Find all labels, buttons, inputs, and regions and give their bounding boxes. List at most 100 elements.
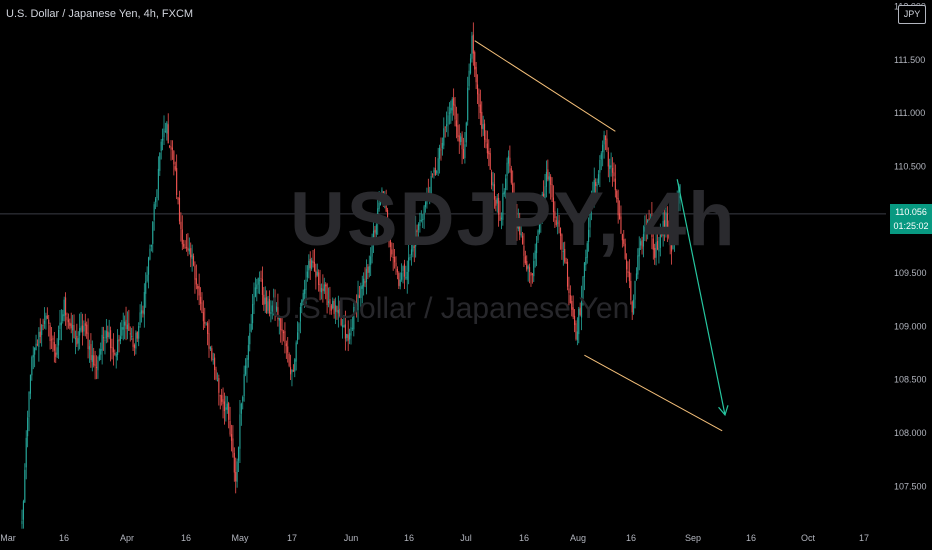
candle-body xyxy=(424,202,427,207)
candle xyxy=(198,273,200,306)
candle-body xyxy=(188,248,190,252)
candle-body xyxy=(278,315,280,321)
candle xyxy=(363,272,365,296)
candle xyxy=(488,139,490,167)
candle xyxy=(256,278,258,302)
candle xyxy=(259,271,261,295)
candle xyxy=(548,172,550,194)
candle xyxy=(316,263,318,277)
candle-body xyxy=(656,240,659,250)
candle-body xyxy=(169,145,171,147)
candle-body xyxy=(86,324,88,334)
candle xyxy=(396,266,398,280)
candle-body xyxy=(21,520,23,525)
candle-body xyxy=(72,324,74,331)
candle xyxy=(346,333,348,342)
candle xyxy=(576,317,578,346)
candle-body xyxy=(285,343,287,347)
candle xyxy=(197,283,199,301)
candle-body xyxy=(662,221,664,237)
candle-body xyxy=(420,220,422,222)
candle xyxy=(281,317,283,345)
candle xyxy=(661,229,663,238)
candle xyxy=(523,233,525,268)
candle-body xyxy=(291,369,293,373)
candle xyxy=(500,212,502,230)
candle xyxy=(329,286,331,315)
candle xyxy=(67,313,69,329)
candle xyxy=(448,102,450,125)
candle-body xyxy=(267,301,269,311)
candle-body xyxy=(663,220,666,229)
candle-body xyxy=(41,325,43,335)
candle xyxy=(485,130,487,149)
candle xyxy=(235,457,237,494)
candle-body xyxy=(235,472,237,482)
candle xyxy=(388,219,390,248)
candle xyxy=(409,254,411,261)
currency-unit-badge[interactable]: JPY xyxy=(898,5,926,24)
candle xyxy=(98,348,100,362)
candle-body xyxy=(250,323,252,332)
candle xyxy=(320,283,323,300)
candle-body xyxy=(547,169,549,180)
candle xyxy=(613,162,615,182)
candle xyxy=(611,157,614,187)
candle-body xyxy=(289,367,292,375)
candle-body xyxy=(117,339,119,355)
candle-body xyxy=(422,218,424,220)
candle-body xyxy=(22,501,24,520)
candle-body xyxy=(48,319,50,324)
candle xyxy=(509,145,511,173)
candle-body xyxy=(554,211,556,219)
candle-body xyxy=(444,126,446,128)
candle-body xyxy=(236,461,238,482)
candle-body xyxy=(225,407,227,410)
y-tick-label: 111.000 xyxy=(894,108,925,118)
candle xyxy=(655,233,657,266)
candle xyxy=(135,330,137,355)
candle-body xyxy=(506,162,508,177)
x-tick-label: 16 xyxy=(404,533,414,543)
candle-body xyxy=(94,364,96,366)
candle xyxy=(647,219,649,240)
candle xyxy=(464,132,466,164)
candle xyxy=(287,337,289,363)
candle-body xyxy=(503,191,505,195)
candle-body xyxy=(167,124,169,144)
candle xyxy=(614,164,616,198)
candle xyxy=(619,200,621,220)
candle-body xyxy=(56,347,58,355)
candle-body xyxy=(406,271,408,280)
candle-body xyxy=(635,273,637,281)
candle-body xyxy=(80,326,82,331)
candle xyxy=(624,238,626,260)
candle xyxy=(34,347,36,368)
candle xyxy=(117,329,119,361)
candle xyxy=(635,267,637,281)
candle xyxy=(187,233,189,257)
candle xyxy=(540,196,542,233)
candle-body xyxy=(239,414,241,449)
candle xyxy=(510,165,512,185)
candle xyxy=(202,300,204,330)
candle-body xyxy=(249,332,251,345)
candle-body xyxy=(458,135,460,142)
candle xyxy=(62,309,64,324)
candle xyxy=(430,170,432,197)
candle-body xyxy=(427,193,429,196)
candle-body xyxy=(379,196,382,206)
candle-body xyxy=(271,305,273,312)
candle-body xyxy=(202,312,204,322)
candle-body xyxy=(408,257,410,272)
candle xyxy=(401,263,403,282)
candle-body xyxy=(43,320,46,325)
candle-body xyxy=(462,148,465,159)
candle-body xyxy=(579,307,581,315)
candle xyxy=(129,326,131,342)
candle-body xyxy=(568,288,570,294)
candle-body xyxy=(259,279,261,281)
candle xyxy=(447,106,449,137)
